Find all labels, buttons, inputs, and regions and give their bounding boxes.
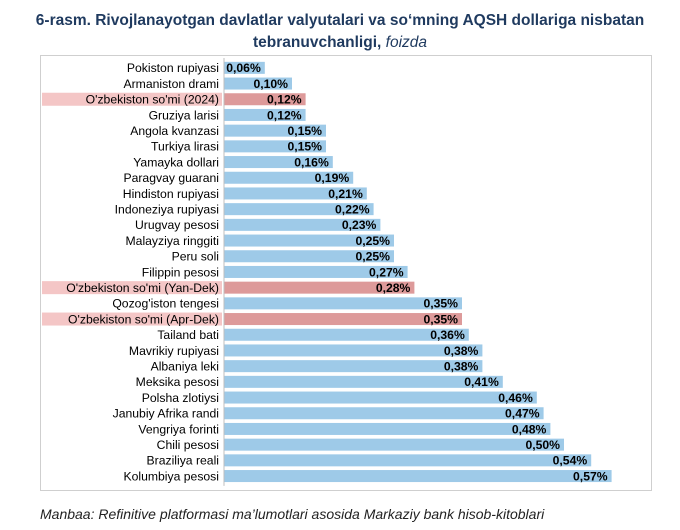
data-label: 0,35% xyxy=(423,312,458,326)
bar xyxy=(224,108,306,121)
bar xyxy=(224,250,394,263)
data-label: 0,28% xyxy=(376,281,411,295)
bar xyxy=(224,470,612,483)
category-label: Hindiston rupiyasi xyxy=(123,187,219,201)
data-label: 0,12% xyxy=(267,93,302,107)
data-label: 0,36% xyxy=(430,328,465,342)
bar xyxy=(224,77,292,90)
category-label: Braziliya reali xyxy=(147,454,219,468)
bar xyxy=(224,61,265,74)
category-label: Chili pesosi xyxy=(157,438,219,452)
bar xyxy=(224,391,537,404)
category-label: Angola kvanzasi xyxy=(130,124,219,138)
category-label: O'zbekiston so'mi (Apr-Dek) xyxy=(68,312,219,326)
highlight-label-background xyxy=(42,92,222,106)
category-label: Janubiy Afrika randi xyxy=(113,407,219,421)
data-label: 0,25% xyxy=(355,250,390,264)
data-label: 0,47% xyxy=(505,407,540,421)
bar xyxy=(224,360,483,373)
data-label: 0,10% xyxy=(253,77,288,91)
category-label: Urugvay pesosi xyxy=(135,218,219,232)
data-label: 0,16% xyxy=(294,155,329,169)
data-label: 0,38% xyxy=(444,344,479,358)
bar xyxy=(224,297,462,310)
category-label: Malayziya ringgiti xyxy=(126,234,219,248)
data-label: 0,19% xyxy=(315,171,350,185)
category-label: Pokiston rupiyasi xyxy=(127,61,219,75)
bar xyxy=(224,407,544,420)
chart-title-text: 6-rasm. Rivojlanayotgan davlatlar valyut… xyxy=(35,12,645,51)
bar-highlighted xyxy=(224,93,306,106)
category-label: Vengriya forinti xyxy=(138,422,219,436)
category-label: Armaniston drami xyxy=(123,77,219,91)
bar xyxy=(224,344,483,357)
category-label: Polsha zlotiysi xyxy=(142,391,219,405)
highlight-label-background xyxy=(42,312,222,326)
source-note: Manbaa: Refinitive platformasi ma’lumotl… xyxy=(40,506,545,522)
chart-title: 6-rasm. Rivojlanayotgan davlatlar valyut… xyxy=(0,10,680,54)
bar xyxy=(224,140,326,153)
data-label: 0,57% xyxy=(573,469,608,483)
data-label: 0,35% xyxy=(423,297,458,311)
data-label: 0,50% xyxy=(525,438,560,452)
data-label: 0,54% xyxy=(553,454,588,468)
chart-title-unit: foizda xyxy=(385,34,428,51)
data-label: 0,41% xyxy=(464,375,499,389)
bar xyxy=(224,203,374,216)
bar xyxy=(224,187,367,200)
category-label: O'zbekiston so'mi (Yan-Dek) xyxy=(66,281,219,295)
bar xyxy=(224,171,354,184)
category-label: Meksika pesosi xyxy=(136,375,219,389)
data-label: 0,12% xyxy=(267,108,302,122)
data-label: 0,23% xyxy=(342,218,377,232)
data-label: 0,15% xyxy=(287,124,322,138)
data-label: 0,46% xyxy=(498,391,533,405)
category-label: Paragvay guarani xyxy=(123,171,219,185)
data-label: 0,48% xyxy=(512,422,547,436)
bar xyxy=(224,422,551,435)
category-label: Turkiya lirasi xyxy=(151,140,219,154)
bar xyxy=(224,328,469,341)
data-label: 0,38% xyxy=(444,359,479,373)
bar xyxy=(224,234,394,247)
category-label: Peru soli xyxy=(172,250,219,264)
bar xyxy=(224,265,408,278)
bar xyxy=(224,156,333,169)
category-label: Tailand bati xyxy=(157,328,219,342)
bar xyxy=(224,454,592,467)
data-label: 0,15% xyxy=(287,140,322,154)
category-label: Indoneziya rupiyasi xyxy=(115,202,219,216)
category-label: Gruziya larisi xyxy=(149,108,219,122)
bar xyxy=(224,124,326,137)
category-label: Yamayka dollari xyxy=(133,155,219,169)
category-label: Qozog'iston tengesi xyxy=(112,297,219,311)
bar xyxy=(224,438,564,451)
bar xyxy=(224,218,381,231)
category-label: Kolumbiya pesosi xyxy=(123,469,219,483)
bar-highlighted xyxy=(224,281,415,294)
data-label: 0,06% xyxy=(226,61,261,75)
category-label: O'zbekiston so'mi (2024) xyxy=(86,93,219,107)
data-label: 0,22% xyxy=(335,202,370,216)
data-label: 0,27% xyxy=(369,265,404,279)
bar xyxy=(224,375,503,388)
data-label: 0,25% xyxy=(355,234,390,248)
highlight-label-background xyxy=(42,281,222,295)
category-label: Albaniya leki xyxy=(151,359,219,373)
data-label: 0,21% xyxy=(328,187,363,201)
category-label: Mavrikiy rupiyasi xyxy=(129,344,219,358)
bar-highlighted xyxy=(224,313,462,326)
category-label: Filippin pesosi xyxy=(142,265,219,279)
